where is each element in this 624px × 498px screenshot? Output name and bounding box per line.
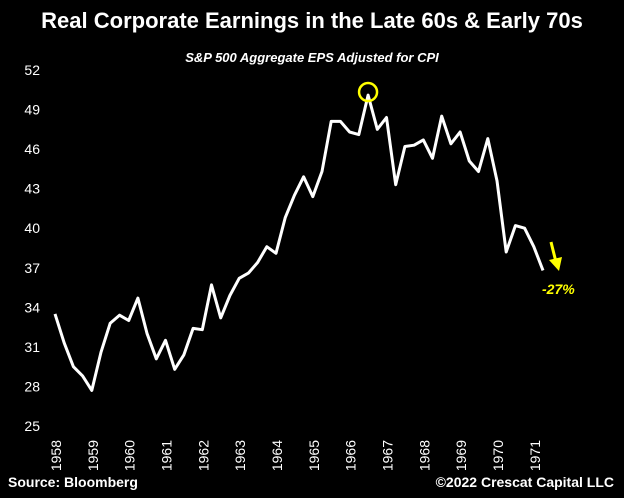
x-tick-label: 1962 (195, 440, 211, 471)
x-tick-label: 1958 (48, 440, 64, 471)
x-tick-label: 1970 (490, 440, 506, 471)
y-axis: 52 49 46 43 40 37 34 31 28 25 (24, 62, 40, 434)
y-tick-label: 31 (24, 339, 40, 355)
decline-label: -27% (542, 281, 575, 297)
series-line (53, 93, 545, 392)
y-tick-label: 34 (24, 299, 40, 315)
x-tick-label: 1960 (122, 440, 138, 471)
x-tick-label: 1964 (269, 440, 285, 471)
x-tick-label: 1959 (85, 440, 101, 471)
x-tick-label: 1965 (306, 440, 322, 471)
y-tick-label: 49 (24, 102, 40, 118)
y-tick-label: 40 (24, 220, 40, 236)
source-label: Source: Bloomberg (8, 474, 138, 490)
copyright-label: ©2022 Crescat Capital LLC (435, 474, 614, 490)
x-tick-label: 1971 (527, 440, 543, 471)
x-tick-label: 1966 (343, 440, 359, 471)
arrow-head-icon (549, 257, 562, 271)
y-tick-label: 25 (24, 418, 40, 434)
y-tick-label: 46 (24, 141, 40, 157)
x-tick-label: 1968 (416, 440, 432, 471)
x-axis: 1958 1959 1960 1961 1962 1963 1964 1965 1966 1967… (48, 440, 543, 471)
y-tick-label: 28 (24, 378, 40, 394)
y-tick-label: 37 (24, 260, 40, 276)
x-tick-label: 1963 (232, 440, 248, 471)
y-tick-label: 52 (24, 62, 40, 78)
x-tick-label: 1967 (379, 440, 395, 471)
chart-subtitle: S&P 500 Aggregate EPS Adjusted for CPI (185, 50, 439, 65)
peak-highlight-circle (357, 81, 379, 103)
x-tick-label: 1961 (158, 440, 174, 471)
y-tick-label: 43 (24, 181, 40, 197)
decline-annotation: -27% (542, 241, 575, 297)
x-tick-label: 1969 (453, 440, 469, 471)
chart-title: Real Corporate Earnings in the Late 60s … (41, 8, 583, 33)
